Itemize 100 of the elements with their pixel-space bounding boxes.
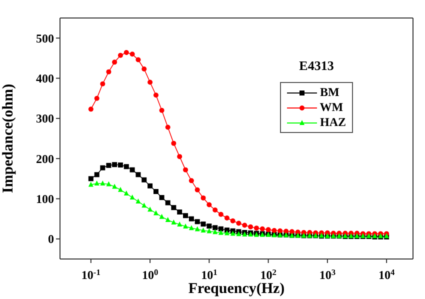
x-tick-label: 10$^{1}$ bbox=[201, 268, 218, 282]
point bbox=[165, 217, 170, 222]
point bbox=[94, 172, 100, 178]
x-tick-label: 10$^{-1}$ bbox=[81, 268, 100, 282]
point bbox=[106, 69, 112, 74]
point bbox=[260, 226, 265, 232]
point bbox=[88, 106, 94, 112]
point bbox=[130, 167, 135, 172]
point bbox=[188, 178, 194, 184]
point bbox=[142, 66, 147, 72]
point bbox=[289, 229, 294, 234]
point bbox=[171, 140, 176, 146]
point bbox=[112, 60, 118, 65]
point bbox=[112, 184, 118, 189]
y-tick-label: 0 bbox=[48, 232, 54, 246]
legend-title: E4313 bbox=[298, 58, 335, 74]
x-axis-title: Frequency(Hz) bbox=[188, 281, 285, 297]
point bbox=[136, 172, 141, 178]
point bbox=[248, 224, 254, 230]
point bbox=[165, 200, 170, 206]
point bbox=[200, 195, 206, 200]
point bbox=[171, 219, 176, 224]
point bbox=[177, 154, 182, 160]
point bbox=[218, 226, 224, 232]
point bbox=[194, 226, 200, 232]
point bbox=[148, 183, 153, 188]
point bbox=[177, 221, 182, 226]
legend-label: WM bbox=[320, 100, 344, 114]
point bbox=[224, 216, 230, 221]
point bbox=[212, 225, 218, 230]
point bbox=[118, 52, 123, 58]
legend-label: HAZ bbox=[320, 115, 346, 129]
point bbox=[153, 189, 158, 194]
point bbox=[130, 194, 135, 200]
point bbox=[88, 176, 94, 182]
point bbox=[200, 227, 206, 232]
y-tick-label: 200 bbox=[36, 152, 54, 166]
point bbox=[106, 181, 112, 186]
y-tick-label: 100 bbox=[36, 192, 54, 206]
point bbox=[194, 187, 200, 192]
point bbox=[212, 207, 218, 212]
y-axis-title: Impedance(ohm) bbox=[0, 84, 16, 194]
point bbox=[272, 228, 277, 233]
point bbox=[183, 213, 188, 218]
x-tick-label: 10$^{3}$ bbox=[319, 268, 336, 282]
point bbox=[112, 162, 118, 168]
y-tick-label: 400 bbox=[36, 72, 54, 86]
point bbox=[278, 228, 283, 234]
point bbox=[159, 108, 164, 113]
point bbox=[200, 222, 206, 227]
point bbox=[136, 198, 141, 204]
point bbox=[118, 162, 123, 168]
x-tick-label: 10$^{4}$ bbox=[378, 268, 396, 282]
point bbox=[224, 228, 230, 233]
point bbox=[177, 210, 182, 215]
point bbox=[206, 224, 212, 229]
x-tick-label: 10$^{0}$ bbox=[142, 268, 158, 282]
point bbox=[124, 190, 129, 196]
point bbox=[188, 225, 194, 230]
point bbox=[142, 202, 147, 208]
point bbox=[153, 92, 158, 98]
point bbox=[106, 162, 112, 168]
point bbox=[266, 227, 271, 232]
point bbox=[136, 57, 141, 62]
point bbox=[100, 180, 106, 186]
y-tick-label: 500 bbox=[36, 31, 54, 46]
point bbox=[124, 164, 129, 170]
point bbox=[142, 177, 147, 182]
point bbox=[218, 230, 224, 235]
point bbox=[242, 222, 248, 228]
point bbox=[284, 228, 289, 234]
point bbox=[171, 205, 176, 210]
point bbox=[230, 230, 236, 236]
point bbox=[224, 230, 230, 236]
point bbox=[206, 202, 212, 208]
point bbox=[188, 216, 194, 222]
point bbox=[159, 195, 164, 200]
point bbox=[130, 52, 135, 57]
point bbox=[153, 210, 158, 216]
point bbox=[212, 229, 218, 234]
point bbox=[206, 228, 212, 234]
point bbox=[124, 50, 129, 56]
point bbox=[148, 206, 153, 212]
point bbox=[254, 226, 259, 231]
point bbox=[94, 96, 100, 101]
point bbox=[159, 214, 164, 219]
point bbox=[295, 230, 300, 235]
x-tick-label: 10$^{2}$ bbox=[260, 268, 276, 282]
point bbox=[118, 186, 123, 192]
point bbox=[236, 220, 242, 226]
point bbox=[94, 180, 100, 186]
legend-label: BM bbox=[320, 85, 340, 99]
point bbox=[100, 165, 106, 170]
point bbox=[88, 182, 94, 187]
y-tick-label: 300 bbox=[36, 112, 54, 126]
point bbox=[218, 212, 224, 217]
point bbox=[183, 223, 188, 228]
point bbox=[165, 124, 170, 130]
point bbox=[194, 219, 200, 224]
point bbox=[230, 218, 236, 224]
